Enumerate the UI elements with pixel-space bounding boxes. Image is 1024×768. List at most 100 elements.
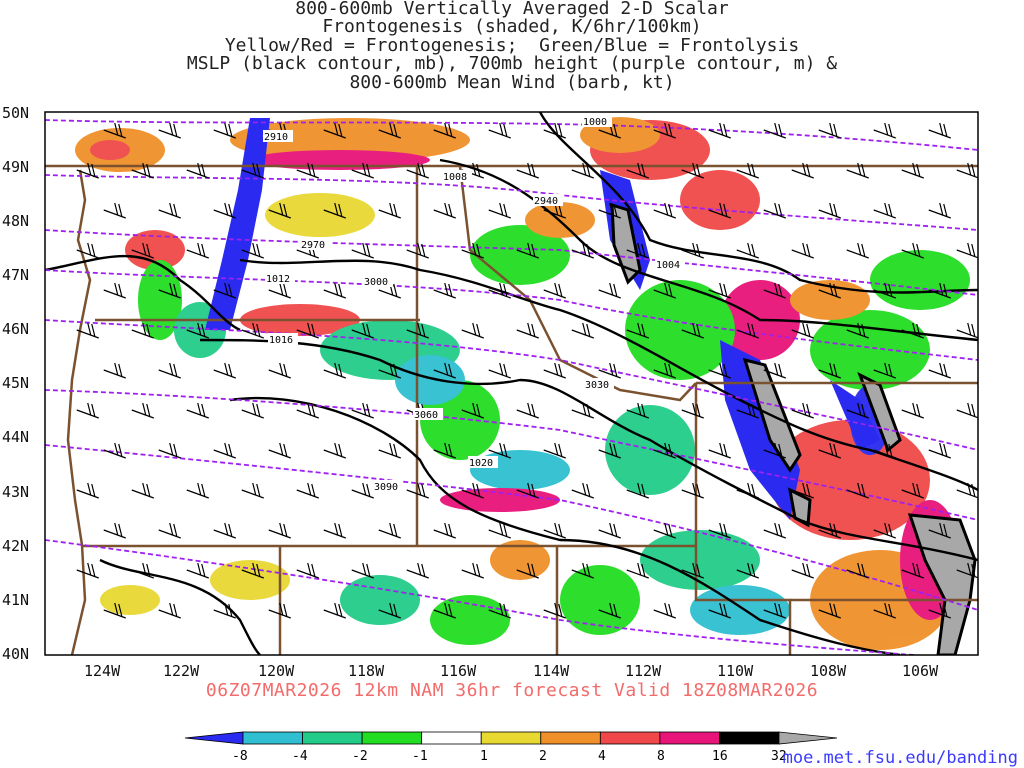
wind-barb	[186, 402, 209, 419]
wind-barb	[873, 122, 896, 139]
wind-barb	[241, 242, 264, 259]
lat-label-43n: 43N	[2, 483, 29, 501]
wind-barb	[406, 242, 429, 259]
colorbar-label-32: 32	[771, 749, 787, 764]
wind-barb	[268, 202, 291, 219]
wind-barb	[626, 162, 649, 179]
wind-barb	[984, 443, 1006, 458]
wind-barb	[488, 202, 511, 219]
wind-barb	[873, 362, 896, 379]
wind-barb	[598, 202, 621, 219]
wind-barb	[433, 122, 456, 139]
source-url-link[interactable]: moe.met.fsu.edu/banding	[782, 748, 1018, 768]
wind-barb	[268, 522, 291, 539]
wind-barb	[488, 282, 511, 299]
wind-barb	[736, 322, 759, 339]
wind-barb	[626, 322, 649, 339]
wind-barb	[323, 442, 346, 459]
wind-barb	[516, 482, 539, 499]
wind-barb	[296, 562, 319, 579]
colorbar-label-neg4: -4	[292, 749, 308, 764]
wind-barb	[103, 202, 126, 219]
wind-barb	[186, 242, 209, 259]
pacific-coastline	[66, 169, 92, 655]
chart-title: 800-600mb Vertically Averaged 2-D Scalar…	[0, 0, 1024, 92]
wind-barb	[571, 562, 594, 579]
wind-barb	[103, 122, 126, 139]
wind-barb	[461, 322, 484, 339]
plot-frame	[44, 111, 979, 656]
lat-label-44n: 44N	[2, 428, 29, 446]
wind-barb	[543, 282, 566, 299]
lat-label-41n: 41N	[2, 591, 29, 609]
wind-barb	[131, 482, 154, 499]
wind-barb	[818, 442, 841, 459]
wind-barb	[516, 322, 539, 339]
wind-barb	[213, 282, 236, 299]
wind-barb	[928, 522, 951, 539]
wind-barb	[984, 523, 1006, 538]
height-label-2940: 2940	[534, 196, 558, 207]
wind-barb	[791, 482, 814, 499]
wind-barb	[378, 122, 401, 139]
wind-barb	[103, 522, 126, 539]
wind-barb	[268, 602, 291, 619]
height-label-3060: 3060	[414, 410, 438, 421]
wind-barb	[488, 442, 511, 459]
colorbar-swatch	[421, 731, 482, 745]
wind-barb	[846, 242, 869, 259]
wind-barb	[763, 602, 786, 619]
wind-barb	[736, 242, 759, 259]
wind-barb	[323, 122, 346, 139]
wind-barb	[818, 362, 841, 379]
wind-barb	[158, 122, 181, 139]
wind-barb	[598, 602, 621, 619]
wind-barb	[406, 562, 429, 579]
wind-barb	[763, 442, 786, 459]
wind-barb	[131, 562, 154, 579]
colorbar-right-arrow	[778, 731, 838, 745]
wind-barb	[818, 522, 841, 539]
colorbar-swatch	[361, 731, 423, 745]
wind-barb	[131, 162, 154, 179]
wind-barb	[763, 202, 786, 219]
wind-barb	[543, 522, 566, 539]
wind-barb	[433, 442, 456, 459]
lon-label-116w: 116W	[440, 662, 477, 680]
colorbar-label-neg2: -2	[352, 749, 368, 764]
wind-barb	[626, 562, 649, 579]
lon-label-120w: 120W	[258, 662, 295, 680]
wind-barb	[351, 562, 374, 579]
wind-barb	[351, 162, 374, 179]
wind-barb	[268, 362, 291, 379]
wind-barb	[818, 122, 841, 139]
frontolysis-band-west	[205, 118, 270, 330]
lon-label-124w: 124W	[84, 662, 121, 680]
wind-barb	[571, 402, 594, 419]
wind-barb	[571, 322, 594, 339]
wind-barb	[406, 482, 429, 499]
wind-barb	[241, 322, 264, 339]
wind-barb	[708, 362, 731, 379]
lat-label-46n: 46N	[2, 320, 29, 338]
wind-barb	[461, 482, 484, 499]
wind-barb	[131, 402, 154, 419]
wind-barb	[653, 522, 676, 539]
wind-barb	[323, 282, 346, 299]
wind-barb	[433, 282, 456, 299]
contour-labels: 1000 1008 1004 1012 1016 1020 2910 2940 …	[263, 115, 685, 493]
wind-barb	[241, 162, 264, 179]
wind-barb	[956, 162, 978, 179]
wind-barb	[818, 282, 841, 299]
colorbar-label-4: 4	[598, 749, 606, 764]
wind-barb	[736, 162, 759, 179]
lon-label-112w: 112W	[625, 662, 662, 680]
pressure-label-1008: 1008	[443, 172, 467, 183]
wind-barb	[736, 402, 759, 419]
wind-barb	[763, 122, 786, 139]
wind-barb	[653, 602, 676, 619]
wind-barb	[956, 402, 978, 419]
wind-barb	[901, 162, 924, 179]
height-label-3000: 3000	[364, 277, 388, 288]
